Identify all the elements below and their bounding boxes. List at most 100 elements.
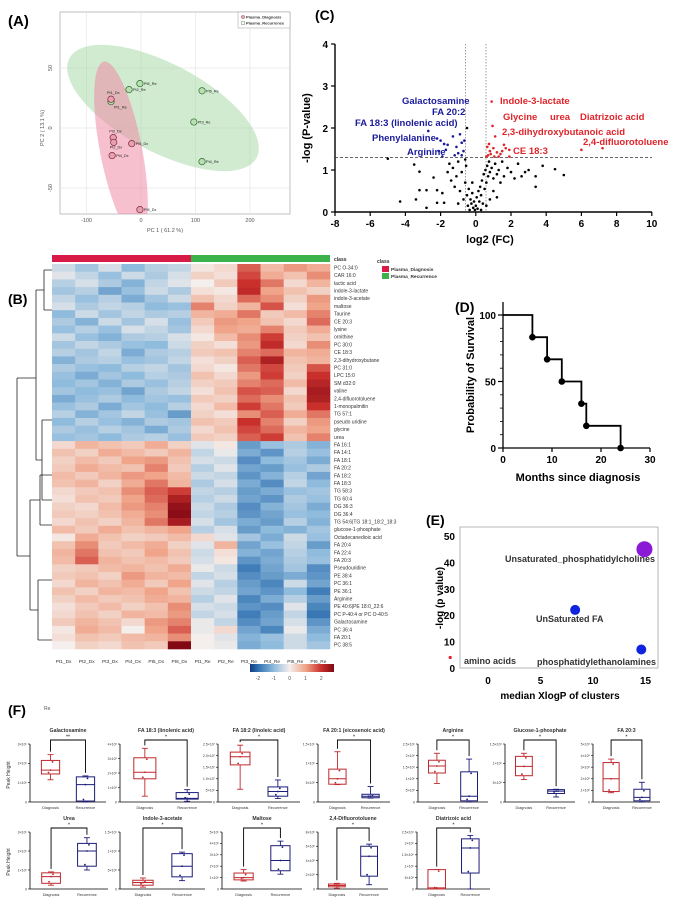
ns-point [441, 191, 444, 195]
heatmap-cell [167, 317, 192, 326]
heatmap-cell [260, 556, 284, 565]
heatmap-cell [237, 548, 261, 557]
heatmap-cell [214, 456, 238, 465]
heatmap-cell [75, 464, 99, 473]
heatmap-cell [191, 402, 215, 411]
y-tick-label: 0 [449, 664, 455, 675]
cluster-label: Unsaturated_phosphatidylcholines [505, 554, 655, 564]
panel-label: (F) [8, 702, 26, 718]
heatmap-cell [237, 394, 261, 403]
heatmap-cell [260, 348, 284, 357]
heatmap-cell [260, 448, 284, 457]
down-point [444, 148, 448, 152]
heatmap-cell [306, 479, 331, 488]
data-point [198, 87, 206, 95]
ns-point [418, 188, 421, 192]
heatmap-cell [283, 618, 308, 627]
iqr-box [270, 845, 291, 872]
heatmap-cell [98, 556, 122, 565]
y-tick-label: 4×10⁵ [108, 742, 118, 746]
y-tick-label: 0 [500, 800, 502, 804]
sample-point [553, 791, 555, 793]
heatmap-cell [283, 356, 308, 365]
heatmap-cell [121, 618, 145, 627]
significance-bracket [523, 739, 557, 787]
point-label: Pt1_Re [114, 106, 127, 110]
heatmap-cell [121, 541, 145, 550]
heatmap-cell [75, 264, 99, 272]
group-label: Diagnosis [428, 893, 445, 897]
heatmap-cell [260, 548, 284, 557]
down-point [460, 141, 464, 144]
heatmap-cell [121, 579, 145, 588]
significance-bracket [436, 827, 471, 867]
heatmap-cell [306, 518, 331, 527]
heatmap-cell [283, 625, 308, 634]
iqr-box [633, 788, 651, 802]
heatmap-cell [260, 487, 284, 496]
point-label: Pt5_Dx [144, 208, 157, 212]
ns-point [458, 189, 462, 193]
heatmap-cell [306, 456, 331, 465]
row-label: TG 58:3 [334, 489, 352, 495]
heatmap-cell [144, 325, 169, 334]
heatmap-cell [167, 641, 192, 650]
row-label: PC 31:0 [334, 366, 352, 372]
plot-title: Diatrizoic acid [436, 816, 471, 822]
heatmap-cell [75, 487, 99, 496]
heatmap-cell [214, 294, 238, 303]
boxplot: 0 5×10⁵ 1×10⁶ 1.5×10⁶ Indole-3-acetate Diagno… [105, 816, 205, 897]
heatmap-cell [75, 525, 99, 534]
y-tick-label: 5×10⁵ [406, 789, 416, 793]
heatmap-cell [98, 387, 122, 396]
ns-point [483, 187, 486, 191]
heatmap-cell [167, 464, 192, 473]
sample-point [276, 790, 279, 793]
x-tick-label: 10 [546, 455, 558, 466]
heatmap-cell [75, 341, 99, 349]
heatmap-cell [260, 525, 284, 534]
annotation-up: Diatrizoic acid [580, 112, 645, 123]
annotation-up: 2,4-difluorotoluene [583, 137, 669, 148]
data-point [108, 152, 116, 160]
heatmap-cell [214, 425, 238, 434]
sample-point [467, 870, 470, 873]
heatmap-cell [237, 456, 261, 465]
heatmap-cell [283, 341, 308, 349]
sample-point [86, 850, 88, 852]
heatmap-cell [237, 587, 261, 596]
sample-point [369, 795, 372, 798]
y-tick-label: 4 [322, 40, 328, 51]
y-tick-label: 1×10⁶ [405, 865, 415, 869]
data-point [198, 158, 206, 166]
y-tick-label: 2×10⁵ [581, 777, 591, 781]
group-label: Recurrence [172, 893, 192, 897]
y-tick-label: 3×10⁵ [581, 766, 591, 770]
panel-f-boxplots: (F) Peak Height Peak Height 0 1×10⁶ 2×10⁶ 3×10… [6, 702, 660, 897]
ns-point [479, 208, 483, 212]
heatmap-cell [52, 618, 76, 627]
heatmap-cell [237, 294, 261, 303]
data-point [110, 138, 118, 146]
row-label: PE 38:4 [334, 573, 352, 579]
heatmap-cell [237, 610, 261, 619]
sample-point [555, 790, 557, 793]
heatmap-cell [191, 595, 215, 604]
cluster-point [636, 541, 653, 558]
event-marker [578, 400, 585, 408]
ns-point [541, 164, 544, 168]
up-point [504, 146, 508, 150]
significance-bracket [142, 827, 183, 875]
heatmap-cell [98, 641, 122, 650]
heatmap-cell [214, 502, 238, 511]
annotation-down: Phenylalanine [372, 133, 436, 144]
heatmap-cell [144, 302, 169, 311]
heatmap-cell [283, 541, 308, 550]
heatmap-cell [260, 264, 284, 272]
heatmap-cell [121, 264, 145, 272]
panel-e-cluster-scatter: (E) 0 10 20 30 40 50 0 5 10 15 Unsaturated_phosphat… [426, 512, 659, 702]
sample-point [338, 884, 340, 887]
heatmap-cell [75, 595, 99, 604]
y-tick-label: 0 [313, 800, 315, 804]
